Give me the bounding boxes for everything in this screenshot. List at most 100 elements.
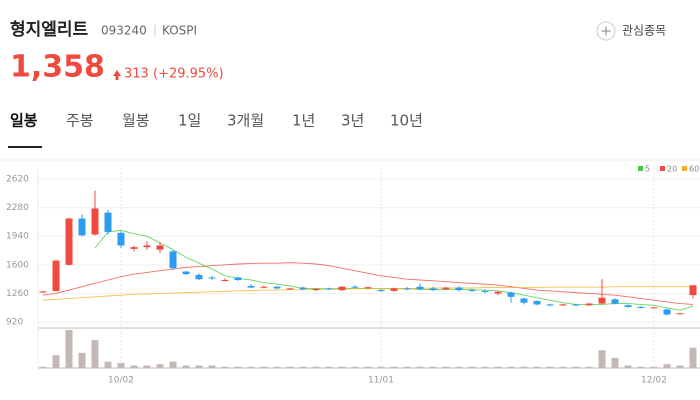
volume-bar	[520, 366, 528, 368]
y-tick-label: 1260	[6, 289, 29, 299]
candle-body	[377, 290, 385, 292]
legend-label: 20	[667, 165, 677, 174]
volume-bar	[182, 365, 190, 368]
ma-line	[42, 262, 694, 305]
legend-swatch	[638, 166, 643, 171]
volume-bar	[65, 330, 73, 368]
change-pct: (+29.95%)	[153, 67, 224, 82]
volume-bar	[169, 361, 177, 368]
candle-body	[598, 297, 606, 304]
volume-bar	[130, 365, 138, 368]
candle-body	[455, 287, 463, 291]
y-tick-label: 920	[6, 318, 23, 328]
watch-button[interactable]: 관심종목	[596, 21, 666, 41]
chart: 920 1260 1600 1940 2280 2620 10/02 11/01 12/02 5 2…	[6, 165, 700, 386]
volume-bar	[156, 364, 164, 368]
volume-bar	[221, 366, 229, 368]
volume-bar	[637, 366, 645, 368]
candle-body	[520, 298, 528, 303]
volume-bar	[507, 366, 515, 368]
tab[interactable]: 1일	[178, 112, 201, 130]
candle-body	[91, 208, 99, 235]
candle-body	[260, 286, 268, 288]
volume-bar	[455, 366, 463, 368]
up-arrow	[113, 70, 121, 80]
candle-body	[533, 301, 541, 305]
volume-bar	[377, 366, 385, 368]
price: 1,358	[10, 50, 105, 85]
candle-body	[468, 290, 476, 292]
volume-bar	[338, 366, 346, 368]
plus-sign	[601, 26, 611, 36]
volume-bar	[429, 366, 437, 368]
volume-bar	[52, 355, 60, 368]
tab[interactable]: 3개월	[227, 112, 264, 130]
candle-body	[624, 305, 632, 307]
y-tick-label: 1600	[6, 260, 29, 270]
legend-label: 5	[645, 165, 650, 174]
volume-bar	[494, 366, 502, 368]
candle-body	[104, 212, 112, 232]
volume-bar	[442, 366, 450, 368]
tab[interactable]: 월봉	[122, 112, 150, 130]
stock-code: 093240	[101, 24, 147, 38]
candle-body	[143, 245, 151, 248]
candle-body	[364, 287, 372, 289]
candle-body	[676, 313, 684, 315]
change: 313	[124, 67, 149, 82]
candle-body	[572, 304, 580, 306]
volume-bar	[364, 366, 372, 368]
candle-body	[195, 274, 203, 280]
volume-bar	[234, 366, 242, 368]
x-tick-label: 11/01	[368, 376, 394, 386]
x-tick-label: 12/02	[641, 376, 667, 386]
candle-body	[208, 277, 216, 279]
volume-bar	[650, 366, 658, 368]
candle-body	[182, 271, 190, 275]
stock-name: 형지엘리트	[10, 19, 89, 40]
volume-bar	[559, 366, 567, 368]
candle-body	[689, 285, 697, 296]
candle-body	[637, 306, 645, 308]
volume-bar	[286, 366, 294, 368]
volume-bar	[390, 366, 398, 368]
candle-body	[156, 245, 164, 250]
candle-body	[390, 288, 398, 291]
tab[interactable]: 10년	[390, 112, 423, 130]
tab[interactable]: 주봉	[66, 112, 94, 130]
volume-bar	[676, 365, 684, 368]
y-tick-label: 1940	[6, 232, 29, 242]
candle-body	[494, 291, 502, 294]
volume-bar	[273, 366, 281, 368]
legend-swatch	[660, 166, 665, 171]
volume-bar	[533, 366, 541, 368]
candle-body	[663, 309, 671, 315]
volume-bar	[351, 366, 359, 368]
candle-body	[351, 286, 359, 288]
candle-body	[286, 288, 294, 290]
candle-body	[52, 260, 60, 291]
volume-bar	[312, 366, 320, 368]
candle-body	[481, 290, 489, 292]
tab[interactable]: 3년	[341, 112, 364, 130]
volume-bar	[624, 365, 632, 368]
tab[interactable]: 일봉	[10, 112, 38, 130]
volume-bar	[247, 366, 255, 368]
candle-body	[442, 287, 450, 290]
candle-body	[273, 286, 281, 289]
volume-bar	[572, 366, 580, 368]
candle-body	[39, 291, 47, 293]
candle-body	[403, 288, 411, 290]
volume-bar	[468, 366, 476, 368]
y-tick-label: 2280	[6, 203, 29, 213]
volume-bar	[611, 357, 619, 368]
candle-body	[325, 288, 333, 290]
candle-body	[338, 286, 346, 291]
market: KOSPI	[162, 24, 197, 38]
volume-bar	[104, 361, 112, 368]
volume-bar	[117, 362, 125, 368]
candle-body	[611, 299, 619, 304]
candle-body	[585, 303, 593, 306]
tab[interactable]: 1년	[292, 112, 315, 130]
volume-bar	[481, 366, 489, 368]
